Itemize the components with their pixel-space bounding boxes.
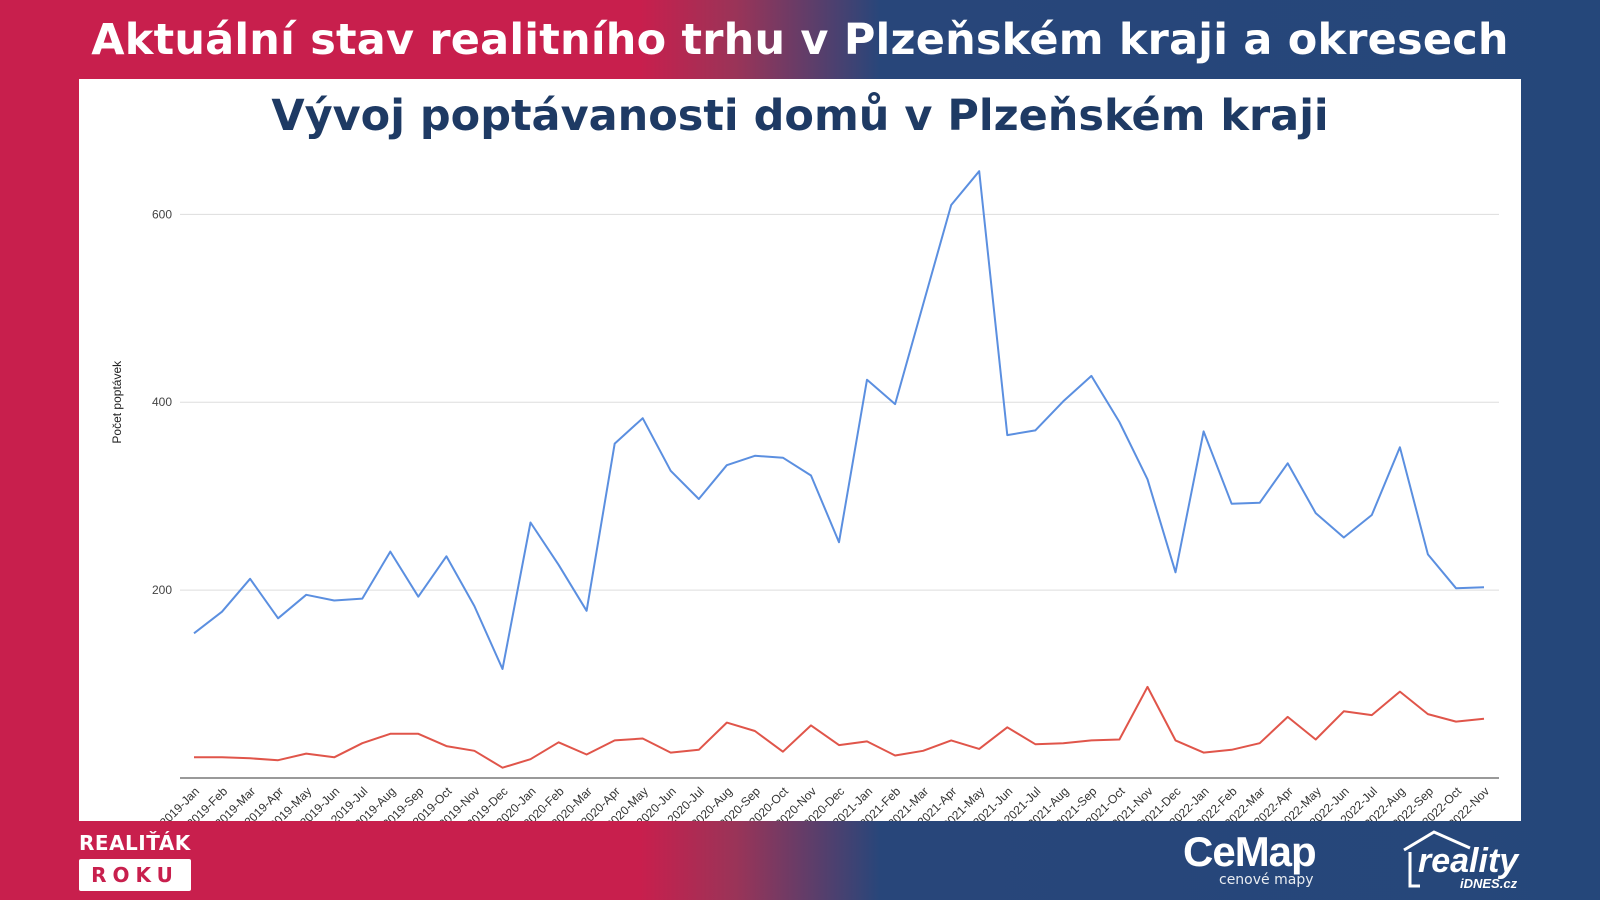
series-lines (193, 170, 1485, 769)
banner-title: Aktuální stav realitního trhu v Plzeňské… (91, 15, 1509, 65)
y-tick-label: 200 (152, 583, 172, 597)
series-line (194, 685, 1485, 769)
cemap-logo: CeMap cenové mapy (1183, 830, 1353, 894)
idnes-logo-text: iDNES.cz (1460, 876, 1518, 891)
chart-panel: Vývoj poptávanosti domů v Plzeňském kraj… (79, 79, 1521, 821)
cemap-logo-text: CeMap (1183, 828, 1317, 875)
series-line (193, 170, 1485, 670)
realitak-roku-logo: REALIŤÁK ROKU (79, 831, 199, 895)
reality-logo-text: reality (1418, 842, 1520, 880)
y-axis-label: Počet poptávek (110, 360, 124, 444)
house-wall-icon (1408, 852, 1420, 888)
roku-logo-text: ROKU (79, 859, 191, 891)
grid-lines (180, 213, 1499, 591)
reality-idnes-logo: reality iDNES.cz (1403, 830, 1520, 891)
x-tick-labels: 2019-Jan2019-Feb2019-Mar2019-Apr2019-May… (157, 784, 1492, 821)
cemap-logo-subtitle: cenové mapy (1219, 872, 1314, 888)
chart-title: Vývoj poptávanosti domů v Plzeňském kraj… (271, 91, 1329, 141)
y-tick-label: 600 (152, 207, 172, 221)
realitak-logo-text: REALIŤÁK (79, 831, 191, 855)
line-chart: 200 400 600 Počet poptávek 2019-Jan2019-Fe… (110, 170, 1499, 821)
house-roof-icon (1403, 830, 1471, 852)
y-tick-label: 400 (152, 395, 172, 409)
y-tick-labels: 200 400 600 (152, 207, 172, 597)
